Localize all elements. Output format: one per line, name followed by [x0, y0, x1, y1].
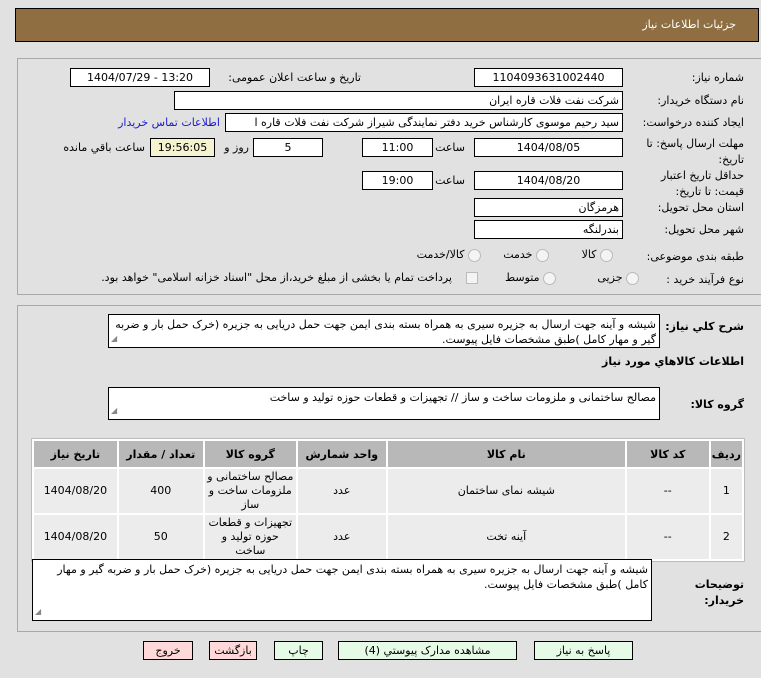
goods-table-wrapper: ردیف کد کالا نام کالا واحد شمارش گروه کا… — [31, 438, 745, 562]
goods-group-label: گروه کالا: — [690, 398, 744, 411]
cell-row: 2 — [710, 515, 742, 559]
radio-selected-icon[interactable] — [600, 248, 613, 262]
cell-name: شیشه نمای ساختمان — [387, 469, 625, 513]
cell-row: 1 — [710, 469, 742, 513]
category-radio-goods[interactable]: کالا — [582, 248, 613, 262]
validity-label: حداقل تاریخ اعتبار قیمت: تا تاریخ: — [660, 169, 744, 198]
resize-grip-icon[interactable]: ◢ — [111, 334, 118, 343]
creator-label: ایجاد کننده درخواست: — [642, 116, 744, 129]
table-row: 2 -- آینه تخت عدد تجهیزات و قطعات حوزه ت… — [34, 515, 742, 559]
radio-icon[interactable] — [543, 271, 556, 285]
validity-time-label: ساعت — [435, 174, 465, 187]
process-radio-minor[interactable]: جزیی — [597, 271, 639, 285]
checkbox-icon[interactable] — [466, 272, 478, 284]
buyer-org-label: نام دستگاه خریدار: — [657, 94, 744, 107]
reply-time-label: ساعت — [435, 141, 465, 154]
buyer-notes-label: توضیحات خریدار: — [694, 578, 744, 607]
col-group: گروه کالا — [204, 441, 296, 467]
details-panel — [17, 305, 761, 632]
process-label: نوع فرآیند خرید : — [666, 273, 744, 286]
announce-label: تاریخ و ساعت اعلان عمومی: — [228, 71, 361, 84]
province-label: استان محل تحویل: — [657, 201, 744, 214]
exit-button[interactable]: خروج — [143, 641, 193, 660]
province-field: هرمزگان — [474, 198, 623, 217]
validity-date-field: 1404/08/20 — [474, 171, 623, 190]
col-row: ردیف — [710, 441, 742, 467]
creator-field: سید رحیم موسوی کارشناس خرید دفتر نمایندگ… — [225, 113, 623, 132]
radio-icon[interactable] — [536, 248, 549, 262]
cell-unit: عدد — [297, 469, 386, 513]
announce-field: 1404/07/29 - 13:20 — [70, 68, 210, 87]
goods-group-textarea[interactable]: مصالح ساختمانی و ملزومات ساخت و ساز // ت… — [108, 387, 660, 420]
city-label: شهر محل تحویل: — [664, 223, 744, 236]
back-button[interactable]: بازگشت — [209, 641, 257, 660]
cell-date: 1404/08/20 — [34, 515, 117, 559]
print-button[interactable]: چاپ — [274, 641, 323, 660]
col-code: کد کالا — [626, 441, 709, 467]
buyer-notes-textarea[interactable]: شیشه و آینه جهت ارسال به جزیره سیری به ه… — [32, 559, 652, 621]
cell-code: -- — [626, 515, 709, 559]
description-textarea[interactable]: شیشه و آینه جهت ارسال به جزیره سیری به ه… — [108, 314, 660, 348]
page-header: جزئیات اطلاعات نیاز — [15, 8, 759, 42]
resize-grip-icon[interactable]: ◢ — [35, 607, 42, 616]
contact-buyer-link[interactable]: اطلاعات تماس خریدار — [118, 116, 220, 129]
cell-qty: 50 — [118, 515, 203, 559]
reply-deadline-label: مهلت ارسال پاسخ: تا تاریخ: — [646, 137, 744, 166]
resize-grip-icon[interactable]: ◢ — [111, 406, 118, 415]
city-field: بندرلنگه — [474, 220, 623, 239]
cell-code: -- — [626, 469, 709, 513]
cell-name: آینه تخت — [387, 515, 625, 559]
cell-unit: عدد — [297, 515, 386, 559]
page-title: جزئیات اطلاعات نیاز — [642, 18, 736, 31]
table-header-row: ردیف کد کالا نام کالا واحد شمارش گروه کا… — [34, 441, 742, 467]
need-number-label: شماره نیاز: — [691, 71, 744, 84]
buyer-org-field: شرکت نفت فلات قاره ایران — [174, 91, 623, 110]
cell-group: مصالح ساختمانی و ملزومات ساخت و ساز — [204, 469, 296, 513]
treasury-payment-checkbox[interactable]: پرداخت تمام یا بخشی از مبلغ خرید،از محل … — [101, 271, 478, 284]
radio-icon[interactable] — [468, 248, 481, 262]
col-name: نام کالا — [387, 441, 625, 467]
goods-info-title: اطلاعات کالاهاي مورد نياز — [602, 355, 744, 368]
remaining-label: ساعت باقي مانده — [63, 141, 145, 154]
reply-date-field: 1404/08/05 — [474, 138, 623, 157]
goods-table: ردیف کد کالا نام کالا واحد شمارش گروه کا… — [32, 439, 744, 561]
validity-time-field: 19:00 — [362, 171, 433, 190]
category-radio-both[interactable]: کالا/خدمت — [417, 248, 481, 262]
col-qty: تعداد / مقدار — [118, 441, 203, 467]
radio-icon[interactable] — [626, 271, 639, 285]
cell-group: تجهیزات و قطعات حوزه تولید و ساخت — [204, 515, 296, 559]
remaining-time-field: 19:56:05 — [150, 138, 215, 157]
table-row: 1 -- شیشه نمای ساختمان عدد مصالح ساختمان… — [34, 469, 742, 513]
form-panel — [17, 58, 761, 295]
category-radio-service[interactable]: خدمت — [503, 248, 549, 262]
description-label: شرح کلي نياز: — [665, 320, 744, 333]
reply-time-field: 11:00 — [362, 138, 433, 157]
col-unit: واحد شمارش — [297, 441, 386, 467]
category-label: طبقه بندی موضوعی: — [646, 250, 744, 263]
cell-date: 1404/08/20 — [34, 469, 117, 513]
process-radio-medium[interactable]: متوسط — [505, 271, 556, 285]
need-number-field: 1104093631002440 — [474, 68, 623, 87]
reply-button[interactable]: پاسخ به نیاز — [534, 641, 633, 660]
cell-qty: 400 — [118, 469, 203, 513]
days-field: 5 — [253, 138, 323, 157]
days-label: روز و — [224, 141, 249, 154]
col-date: تاریخ نیاز — [34, 441, 117, 467]
view-attachments-button[interactable]: مشاهده مدارک پیوستي (4) — [338, 641, 517, 660]
